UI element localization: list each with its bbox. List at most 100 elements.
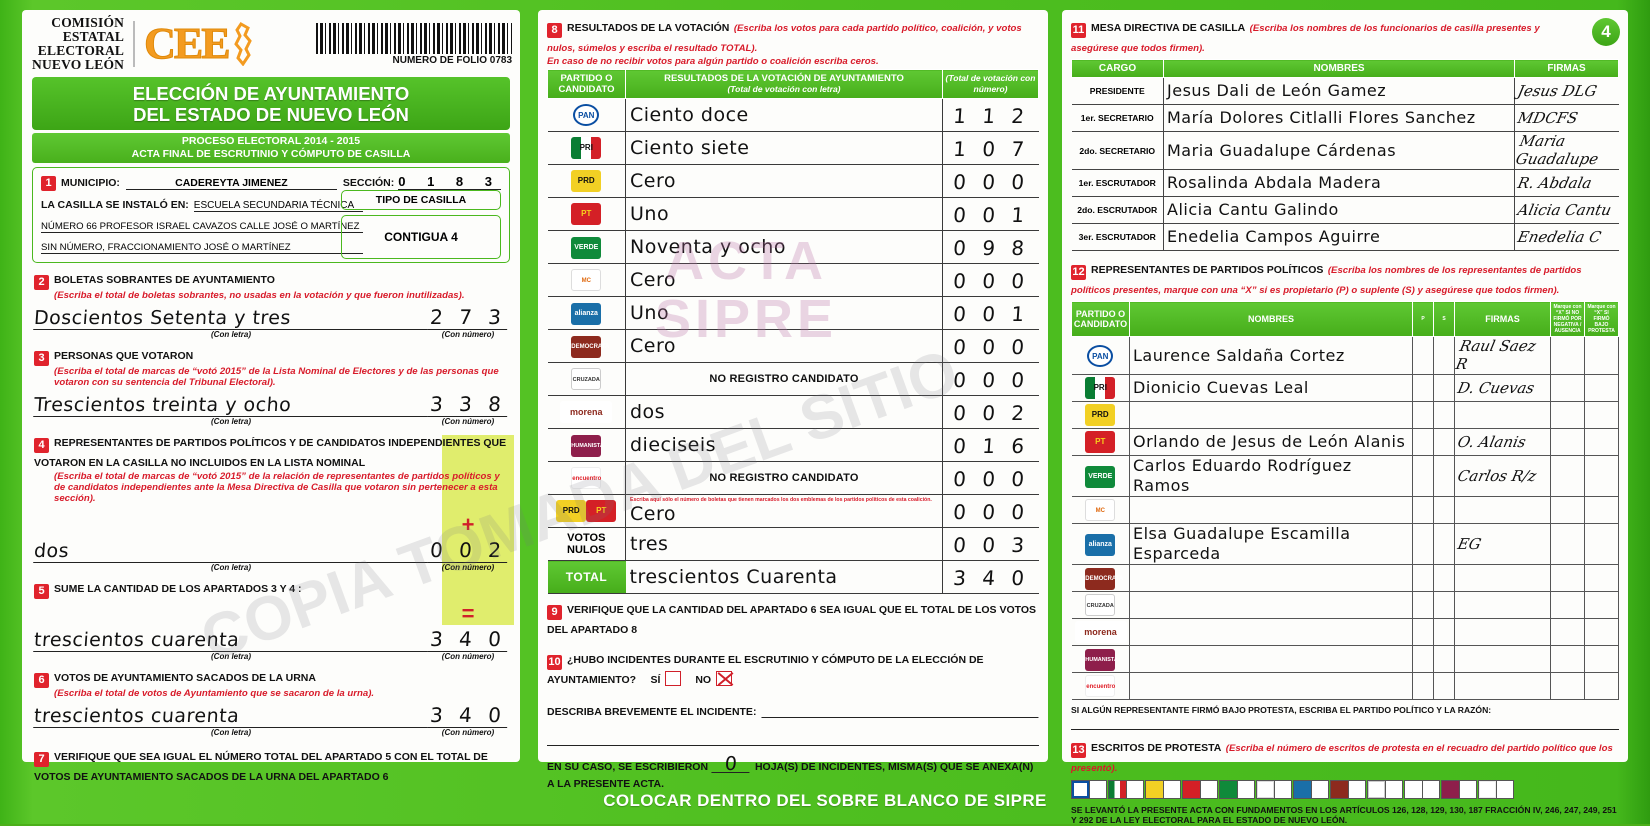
coalition-letra[interactable]: Escriba aquí sólo el número de boletas q…	[625, 494, 943, 528]
section-6-value-letra[interactable]: trescientos cuarenta	[33, 705, 429, 728]
rep-protesta-cell[interactable]	[1584, 401, 1619, 429]
voting-row-numero[interactable]: 0 0 2	[941, 395, 1040, 429]
rep-nombre[interactable]	[1129, 401, 1413, 429]
mesa-nombre[interactable]: Rosalinda Abdala Madera	[1163, 169, 1515, 197]
protesta-input[interactable]	[1126, 780, 1143, 798]
rep-firma[interactable]	[1454, 564, 1551, 592]
rep-protesta-cell[interactable]	[1584, 645, 1619, 673]
mesa-firma[interactable]: Enedelia C	[1514, 223, 1619, 251]
voting-row-letra[interactable]: Cero	[625, 164, 943, 198]
voting-row-letra[interactable]: Uno	[625, 296, 943, 330]
section-3-value-letra[interactable]: Trescientos treinta y ocho	[33, 394, 429, 417]
rep-suplente-cell[interactable]	[1433, 455, 1455, 497]
voting-row-letra[interactable]: Ciento siete	[625, 131, 943, 165]
voting-row-letra[interactable]: Cero	[625, 263, 943, 297]
voting-row-letra[interactable]: NO REGISTRO CANDIDATO	[625, 362, 943, 396]
voting-row-numero[interactable]: 0 0 0	[941, 362, 1040, 396]
mesa-firma[interactable]: R. Abdala	[1514, 169, 1619, 197]
rep-suplente-cell[interactable]	[1433, 401, 1455, 429]
rep-suplente-cell[interactable]	[1433, 591, 1455, 619]
mesa-firma[interactable]: Maria Guadalupe	[1514, 131, 1619, 170]
rep-protesta-cell[interactable]	[1584, 455, 1619, 497]
rep-suplente-cell[interactable]	[1433, 428, 1455, 456]
seccion-value[interactable]: 0 1 8 3	[398, 174, 501, 190]
rep-propietario-cell[interactable]	[1412, 428, 1434, 456]
rep-suplente-cell[interactable]	[1433, 374, 1455, 402]
voting-row-numero[interactable]: 0 0 0	[941, 461, 1040, 495]
rep-negativa-cell[interactable]	[1550, 496, 1585, 524]
rep-protesta-cell[interactable]	[1584, 523, 1619, 565]
voting-row-numero[interactable]: 1 0 7	[941, 131, 1040, 165]
rep-protesta-cell[interactable]	[1584, 672, 1619, 700]
rep-firma[interactable]: D. Cuevas	[1454, 374, 1551, 402]
rep-propietario-cell[interactable]	[1412, 336, 1434, 375]
section-4-value-numero[interactable]: 0 0 2	[427, 538, 509, 563]
rep-propietario-cell[interactable]	[1412, 564, 1434, 592]
section-5-value-numero[interactable]: 3 4 0	[427, 627, 509, 652]
rep-nombre[interactable]	[1129, 672, 1413, 700]
rep-negativa-cell[interactable]	[1550, 618, 1585, 646]
rep-propietario-cell[interactable]	[1412, 618, 1434, 646]
rep-nombre[interactable]: Carlos Eduardo Rodríguez Ramos	[1129, 455, 1413, 497]
rep-nombre[interactable]	[1129, 591, 1413, 619]
mesa-nombre[interactable]: Alicia Cantu Galindo	[1163, 196, 1515, 224]
rep-firma[interactable]	[1454, 401, 1551, 429]
protesta-input[interactable]	[1385, 780, 1402, 798]
mesa-firma[interactable]: Jesus DLG	[1514, 77, 1619, 105]
voting-row-numero[interactable]: 0 0 1	[941, 296, 1040, 330]
rep-nombre[interactable]	[1129, 564, 1413, 592]
rep-nombre[interactable]: Elsa Guadalupe Escamilla Esparceda	[1129, 523, 1413, 565]
rep-nombre[interactable]	[1129, 645, 1413, 673]
rep-propietario-cell[interactable]	[1412, 645, 1434, 673]
rep-negativa-cell[interactable]	[1550, 645, 1585, 673]
rep-negativa-cell[interactable]	[1550, 428, 1585, 456]
rep-firma[interactable]	[1454, 618, 1551, 646]
no-checkbox[interactable]	[715, 671, 732, 686]
section-6-value-numero[interactable]: 3 4 0	[427, 703, 509, 728]
protesta-input[interactable]	[1348, 780, 1365, 798]
direccion-line-2[interactable]: SIN NÚMERO, FRACCIONAMIENTO JOSÉ O MARTÍ…	[41, 242, 363, 254]
rep-firma[interactable]: Carlos R/z	[1454, 455, 1551, 497]
rep-firma[interactable]	[1454, 645, 1551, 673]
coalition-numero[interactable]: 0 0 0	[941, 494, 1040, 528]
direccion-line-1[interactable]: NÚMERO 66 PROFESOR ISRAEL CAVAZOS CALLE …	[41, 221, 363, 233]
protesta-input[interactable]	[1163, 780, 1180, 798]
mesa-nombre[interactable]: María Dolores Citlalli Flores Sanchez	[1163, 104, 1515, 132]
protesta-input[interactable]	[1459, 780, 1476, 798]
rep-propietario-cell[interactable]	[1412, 401, 1434, 429]
rep-suplente-cell[interactable]	[1433, 618, 1455, 646]
rep-negativa-cell[interactable]	[1550, 401, 1585, 429]
rep-protesta-cell[interactable]	[1584, 564, 1619, 592]
rep-negativa-cell[interactable]	[1550, 591, 1585, 619]
nulos-numero[interactable]: 0 0 3	[941, 527, 1040, 561]
si-checkbox[interactable]	[664, 671, 681, 686]
rep-suplente-cell[interactable]	[1433, 336, 1455, 375]
tipo-casilla-value[interactable]: CONTIGUA 4	[341, 215, 501, 259]
rep-propietario-cell[interactable]	[1412, 591, 1434, 619]
total-numero[interactable]: 3 4 0	[941, 560, 1040, 594]
rep-propietario-cell[interactable]	[1412, 672, 1434, 700]
rep-negativa-cell[interactable]	[1550, 374, 1585, 402]
mesa-firma[interactable]: Alicia Cantu	[1514, 196, 1619, 224]
rep-protesta-cell[interactable]	[1584, 591, 1619, 619]
hojas-value[interactable]: 0	[711, 753, 752, 775]
describa-value[interactable]	[761, 702, 1040, 718]
rep-protesta-cell[interactable]	[1584, 336, 1619, 375]
rep-firma[interactable]: O. Alanis	[1454, 428, 1551, 456]
rep-firma[interactable]: Raul Saez R	[1454, 336, 1551, 375]
voting-row-letra[interactable]: Uno	[625, 197, 943, 231]
voting-row-letra[interactable]: NO REGISTRO CANDIDATO	[625, 461, 943, 495]
protesta-input[interactable]	[1274, 780, 1291, 798]
rep-firma[interactable]	[1454, 496, 1551, 524]
protesta-input[interactable]	[1089, 780, 1106, 798]
rep-suplente-cell[interactable]	[1433, 564, 1455, 592]
rep-negativa-cell[interactable]	[1550, 672, 1585, 700]
mesa-firma[interactable]: MDCFS	[1514, 104, 1619, 132]
rep-negativa-cell[interactable]	[1550, 455, 1585, 497]
voting-row-letra[interactable]: Ciento doce	[625, 98, 943, 132]
nulos-letra[interactable]: tres	[625, 527, 943, 561]
voting-row-letra[interactable]: Noventa y ocho	[625, 230, 943, 264]
section-2-value-numero[interactable]: 2 7 3	[427, 305, 509, 330]
voting-row-numero[interactable]: 1 1 2	[941, 98, 1040, 132]
voting-row-numero[interactable]: 0 0 1	[941, 197, 1040, 231]
